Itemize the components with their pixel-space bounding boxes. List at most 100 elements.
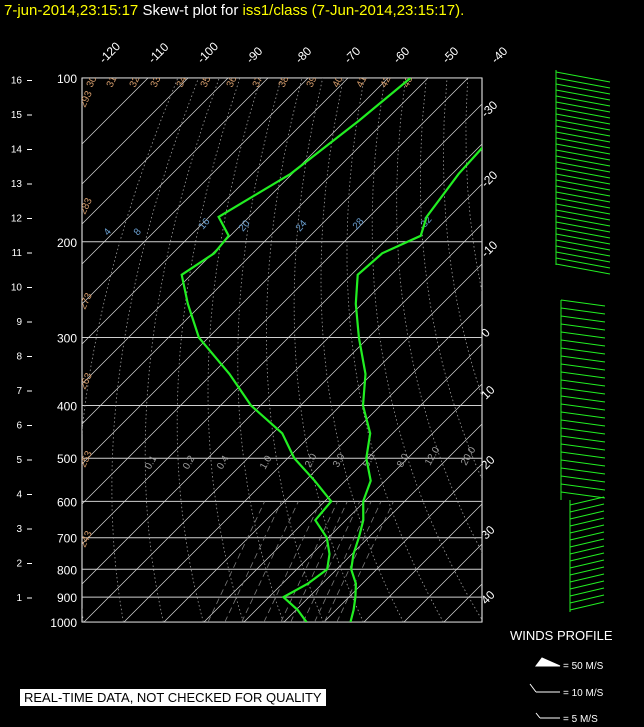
- wind-barb: [560, 363, 606, 371]
- isotherm-label-right: 40: [478, 588, 498, 608]
- wind-barb: [560, 339, 606, 347]
- chart-title: 7-jun-2014,23:15:17 Skew-t plot for iss1…: [4, 2, 464, 19]
- mixing-ratio-label: 0.4: [215, 454, 232, 472]
- dry-adiabat: [207, 78, 261, 622]
- wind-barb: [555, 101, 611, 113]
- wind-barb: [560, 307, 606, 315]
- wind-barb: [560, 491, 606, 499]
- dry-adiabat: [488, 78, 644, 622]
- mixing-ratio-label: 28: [351, 216, 367, 232]
- isotherm-label-right: 30: [478, 523, 498, 543]
- mixing-ratio-label: 16: [197, 216, 213, 232]
- mixing-ratio-line: [290, 501, 348, 622]
- mixing-ratio-label: 2.0: [303, 452, 320, 470]
- pressure-label-700: 700: [57, 532, 77, 546]
- wind-barb: [555, 215, 611, 227]
- wind-barb: [555, 251, 611, 263]
- height-label: 14: [11, 145, 23, 156]
- dry-adiabat-label: 333: [149, 69, 166, 89]
- isotherm-label-top: -100: [194, 39, 221, 66]
- dry-adiabat: [320, 78, 404, 622]
- isotherm: [82, 183, 482, 585]
- dry-adiabat-label: 303: [85, 69, 102, 89]
- mixing-ratio-label: 24: [294, 218, 310, 234]
- isotherm-label-top: -40: [488, 44, 510, 66]
- wind-barb: [555, 263, 611, 275]
- wind-barb: [555, 227, 611, 239]
- wind-barb: [555, 71, 611, 83]
- wind-barb: [560, 371, 606, 379]
- wind-barb: [555, 113, 611, 125]
- wind-legend-5: = 5 M/S: [563, 714, 598, 725]
- profile-temperature: [349, 146, 482, 622]
- height-label: 13: [11, 179, 23, 190]
- dry-adiabat-label: 383: [277, 69, 294, 89]
- inner-labels: 303 313 323 333 343 353 363 373 383 393 403 413 423 4…: [78, 69, 479, 549]
- dry-adiabat: [396, 78, 482, 554]
- mixing-ratio-line: [224, 501, 282, 622]
- isotherm: [83, 223, 482, 622]
- isotherm-label-top: -60: [390, 44, 412, 66]
- wind-legend-50: = 50 M/S: [563, 661, 604, 672]
- wind-barb: [555, 173, 611, 185]
- height-label: 1: [16, 593, 22, 604]
- dry-adiabat: [465, 78, 482, 294]
- mixing-ratio-label: 12.0: [423, 445, 442, 468]
- isotherm: [443, 583, 482, 622]
- mixing-ratio-label: 1.0: [258, 454, 275, 472]
- mixing-ratio-label: 5.0: [361, 452, 378, 470]
- mixing-ratio-label: 8.0: [395, 452, 412, 470]
- height-label: 12: [11, 214, 23, 225]
- wind-barb: [569, 559, 605, 569]
- wind-barb: [569, 594, 605, 604]
- isotherm: [82, 78, 429, 425]
- wind-barb: [569, 524, 605, 534]
- height-label: 2: [16, 559, 22, 570]
- wind-barb: [555, 179, 611, 191]
- dry-adiabat: [371, 78, 482, 621]
- wind-barb: [560, 355, 606, 363]
- wind-legend-barb-5: [535, 712, 560, 719]
- wind-barb: [560, 379, 606, 387]
- isotherm: [82, 143, 482, 545]
- isotherm-label-top: -50: [439, 44, 461, 66]
- isotherm-label-top: -70: [341, 44, 363, 66]
- dry-adiabat: [111, 78, 199, 622]
- wind-barb: [555, 197, 611, 209]
- wind-barb: [560, 419, 606, 427]
- mixing-ratio-label: 3.0: [331, 452, 348, 470]
- pressure-label-600: 600: [57, 495, 77, 509]
- wind-barb: [555, 233, 611, 245]
- isotherm-label-top: -80: [292, 44, 314, 66]
- wind-barb: [555, 149, 611, 161]
- dry-adiabat-label: 343: [175, 69, 192, 89]
- dry-adiabat: [82, 78, 179, 622]
- height-label: 3: [16, 524, 22, 535]
- wind-barb: [555, 77, 611, 89]
- height-label: 8: [16, 352, 22, 363]
- isotherm: [484, 78, 644, 622]
- height-label: 10: [11, 283, 23, 294]
- isotherm: [243, 383, 482, 622]
- wind-barb: [560, 403, 606, 411]
- pressure-label-300: 300: [57, 332, 77, 346]
- dry-adiabat-label: 273: [78, 291, 95, 311]
- wind-barb: [555, 89, 611, 101]
- wind-profile: [529, 70, 611, 719]
- wind-barb: [560, 323, 606, 331]
- isotherm: [82, 78, 229, 225]
- wind-barb: [560, 467, 606, 475]
- dry-adiabat-label: 353: [199, 69, 216, 89]
- wind-barb: [569, 510, 605, 520]
- dry-adiabat-label: 293: [78, 89, 95, 109]
- wind-barb: [569, 573, 605, 583]
- isotherm: [82, 78, 269, 265]
- wind-barb: [555, 119, 611, 131]
- wind-legend-10: = 10 M/S: [563, 688, 604, 699]
- wind-barb: [555, 131, 611, 143]
- dry-adiabat: [633, 78, 644, 622]
- plot-frame: [81, 77, 483, 623]
- height-label: 16: [11, 76, 23, 87]
- mixing-ratio-label: 0.2: [181, 454, 198, 472]
